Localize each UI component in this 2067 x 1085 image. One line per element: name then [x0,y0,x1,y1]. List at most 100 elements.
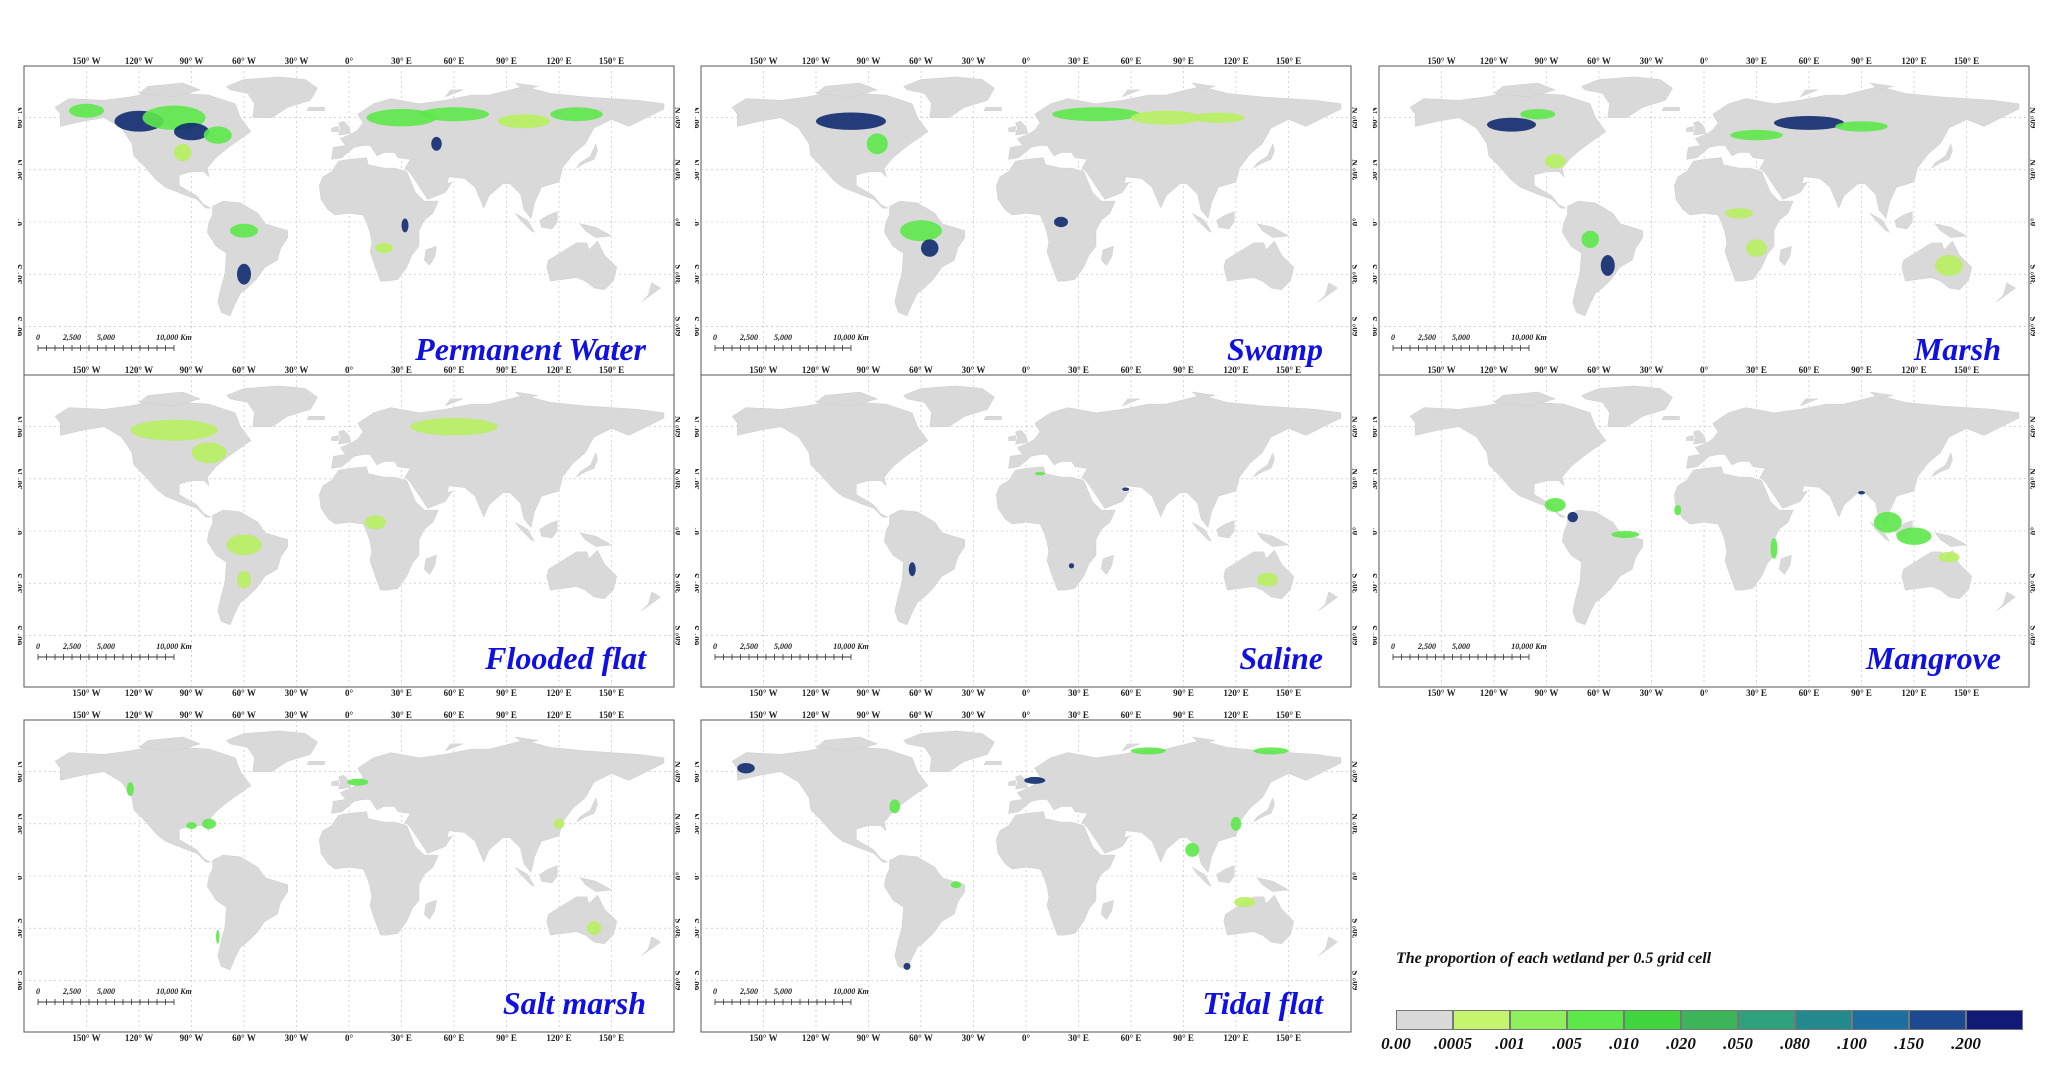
landmass [884,854,966,971]
wetland-patch [1581,230,1599,249]
wetland-patch [237,263,251,285]
longitude-tick-label: 90° W [1535,688,1559,697]
landmass [539,520,558,539]
landmass [1216,211,1235,230]
landmass [1015,429,1029,445]
longitude-tick-label: 90° W [180,56,204,66]
scale-bar-label: 0 [1391,333,1395,342]
longitude-tick-label: 0° [345,1033,354,1042]
landmass [1008,435,1016,441]
landmass [1931,452,1953,478]
longitude-tick-label: 30° W [962,56,986,66]
latitude-tick-label: 30° N [1351,468,1357,490]
longitude-tick-label: 90° W [1535,365,1559,375]
longitude-tick-label: 30° W [962,710,986,720]
longitude-tick-label: 60° E [1799,56,1820,66]
longitude-tick-label: 30° W [285,365,309,375]
wetland-patch [1770,537,1778,559]
latitude-tick-label: 0° [1373,527,1379,536]
longitude-tick-label: 120° W [802,1033,830,1042]
landmass [306,416,325,421]
longitude-tick-label: 90° E [1173,1033,1194,1042]
latitude-tick-label: 0° [695,218,701,227]
latitude-tick-label: 60° N [1351,761,1357,783]
landmass [424,899,437,920]
landmass [1256,532,1290,547]
longitude-tick-label: 30° E [1746,365,1767,375]
landmass [1015,774,1029,790]
wetland-patch [889,799,900,814]
wetland-patch [1835,121,1888,132]
landmass [579,532,613,547]
longitude-tick-label: 150° E [1276,710,1301,720]
landmass [54,745,252,863]
wetland-patch [1131,747,1166,755]
scale-bar-label: 10,000 Km [156,333,192,342]
scale-bar-label: 10,000 Km [833,642,869,651]
wetland-patch [1611,531,1640,538]
latitude-tick-label: 60° S [1351,625,1357,645]
landmass [579,877,613,892]
longitude-tick-label: 150° W [72,688,100,697]
wetland-patch [1487,117,1536,132]
legend-label: .001 [1495,1034,1525,1053]
latitude-tick-label: 0° [674,218,680,227]
landmass [338,120,352,136]
wetland-patch [1896,527,1932,545]
latitude-tick-label: 60° S [674,316,680,336]
world-map: 150° W 150° W 120° W 120° W 90° W 90° W 60° W 6… [695,710,1357,1042]
world-map: 150° W 150° W 120° W 120° W 90° W 90° W 60° W 6… [695,365,1357,697]
legend-label: .020 [1666,1034,1696,1053]
landmass [444,743,463,752]
legend-label: .100 [1837,1034,1867,1053]
landmass [515,867,536,887]
landmass [1779,554,1792,575]
longitude-tick-label: 150° E [599,688,624,697]
wetland-patch [1544,497,1566,512]
map-panel: 150° W 150° W 120° W 120° W 90° W 90° W 60° W 6… [695,710,1357,1042]
map-panel: 150° W 150° W 120° W 120° W 90° W 90° W 60° W 6… [695,56,1357,388]
legend-label: 0.00 [1381,1034,1411,1053]
landmass [1901,549,1973,600]
wetland-patch [410,418,498,436]
landmass [1661,416,1680,421]
landmass [1008,740,1342,874]
longitude-tick-label: 60° E [444,710,465,720]
longitude-tick-label: 0° [345,688,354,697]
panel-title: Mangrove [1865,640,2001,676]
panel-title: Permanent Water [415,331,646,367]
latitude-tick-label: 60° N [18,761,24,783]
scale-bar-label: 5,000 [774,333,792,342]
world-map: 150° W 150° W 120° W 120° W 90° W 90° W 60° W 6… [18,365,680,697]
scale-bar-label: 2,500 [1417,333,1436,342]
landmass [983,416,1002,421]
latitude-tick-label: 0° [2029,527,2035,536]
longitude-tick-label: 30° E [1746,688,1767,697]
scale-bar-label: 10,000 Km [156,987,192,996]
latitude-tick-label: 30° N [2029,468,2035,490]
longitude-tick-label: 60° E [1121,710,1142,720]
landmass [338,429,352,445]
longitude-tick-label: 150° W [749,1033,777,1042]
wetland-patch [497,114,551,129]
latitude-tick-label: 0° [18,872,24,881]
latitude-tick-label: 60° N [2029,107,2035,129]
latitude-tick-label: 60° N [674,761,680,783]
landmass [514,736,539,745]
wetland-patch [1024,776,1046,784]
landmass [903,385,995,427]
latitude-tick-label: 30° S [2029,264,2035,284]
longitude-tick-label: 60° W [1587,365,1611,375]
wetland-patch [1600,255,1615,276]
scale-bar-label: 5,000 [97,333,115,342]
longitude-tick-label: 90° E [1851,365,1872,375]
landmass [1409,91,1607,209]
scale-bar-label: 0 [1391,642,1395,651]
longitude-tick-label: 60° W [232,365,256,375]
landmass [903,730,995,772]
longitude-tick-label: 0° [345,710,354,720]
longitude-tick-label: 30° E [1068,56,1089,66]
latitude-tick-label: 30° S [1373,264,1379,284]
landmass [331,740,665,874]
longitude-tick-label: 0° [345,56,354,66]
